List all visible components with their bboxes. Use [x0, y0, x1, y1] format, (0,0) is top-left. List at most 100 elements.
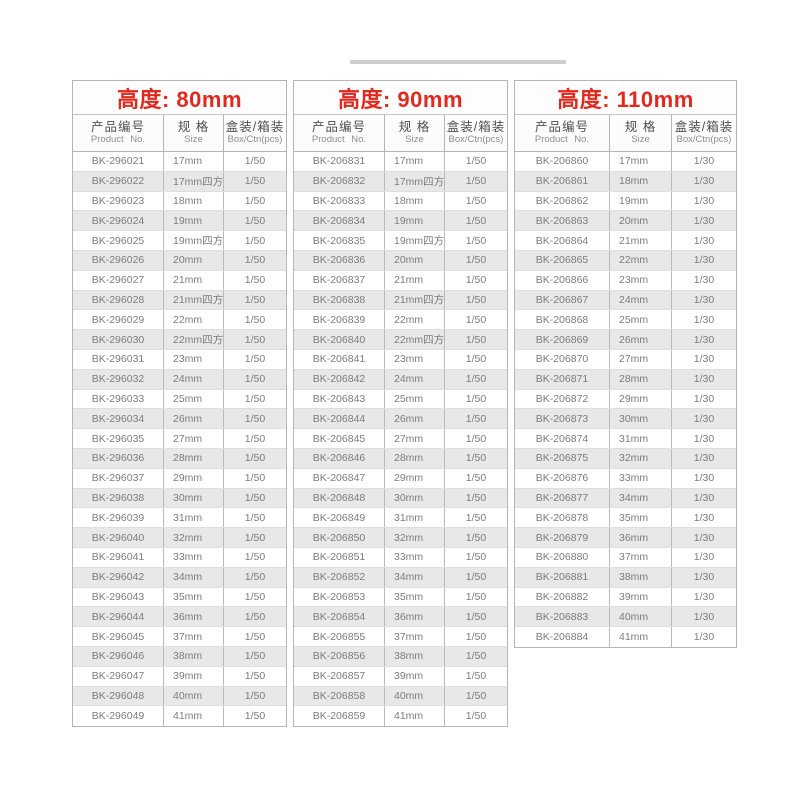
table-body-80mm: BK-296021 17mm 1/50 BK-296022 17mm四方 1/50 BK-2…	[73, 152, 286, 727]
table-row: BK-206857 39mm 1/50	[294, 666, 507, 687]
table-row: BK-206841 23mm 1/50	[294, 349, 507, 370]
table-row: BK-296021 17mm 1/50	[73, 152, 286, 172]
box-ctn-cell: 1/50	[223, 270, 286, 290]
product-no-cell: BK-296025	[91, 234, 145, 247]
size-cell: 25mm	[609, 310, 671, 330]
box-ctn-cell: 1/30	[671, 290, 736, 310]
product-no-cell: BK-206847	[312, 472, 366, 485]
size-cell: 21mm	[384, 270, 444, 290]
spec-tables-container: 高度: 80mm 产品编号 Product No. 规 格 Size 盒装/箱装…	[72, 80, 737, 728]
table-row: BK-296028 21mm四方 1/50	[73, 290, 286, 311]
box-ctn-cell: 1/30	[671, 152, 736, 171]
box-ctn-cell: 1/50	[223, 290, 286, 310]
box-ctn-cell: 1/50	[223, 231, 286, 250]
product-no-cell: BK-296047	[91, 670, 145, 683]
table-title-110mm: 高度: 110mm	[515, 81, 736, 115]
size-cell: 26mm	[163, 409, 223, 429]
size-cell: 39mm	[384, 666, 444, 686]
table-row: BK-206869 26mm 1/30	[515, 330, 736, 350]
table-row: BK-206831 17mm 1/50	[294, 152, 507, 172]
box-ctn-cell: 1/30	[671, 171, 736, 191]
size-cell: 37mm	[609, 547, 671, 567]
box-ctn-cell: 1/50	[444, 686, 507, 706]
box-ctn-cell: 1/50	[223, 211, 286, 231]
product-no-cell: BK-206843	[312, 392, 366, 405]
product-no-cell: BK-296035	[91, 432, 145, 445]
box-ctn-cell: 1/50	[444, 389, 507, 409]
table-row: BK-206871 28mm 1/30	[515, 369, 736, 390]
size-cell: 24mm	[163, 369, 223, 389]
box-ctn-cell: 1/50	[444, 369, 507, 389]
box-ctn-cell: 1/50	[444, 547, 507, 567]
table-row: BK-206836 20mm 1/50	[294, 250, 507, 271]
box-ctn-cell: 1/50	[223, 528, 286, 547]
table-row: BK-206854 36mm 1/50	[294, 607, 507, 628]
box-ctn-cell: 1/50	[223, 508, 286, 528]
table-row: BK-206851 33mm 1/50	[294, 547, 507, 568]
product-no-cell: BK-206878	[535, 511, 589, 524]
table-row: BK-296030 22mm四方 1/50	[73, 330, 286, 350]
product-no-cell: BK-296027	[91, 274, 145, 287]
box-ctn-cell: 1/50	[444, 330, 507, 349]
table-row: BK-206866 23mm 1/30	[515, 270, 736, 291]
box-ctn-cell: 1/50	[223, 429, 286, 448]
box-ctn-cell: 1/50	[223, 310, 286, 330]
product-no-cell: BK-296029	[91, 313, 145, 326]
table-row: BK-206849 31mm 1/50	[294, 508, 507, 529]
product-no-cell: BK-206884	[535, 631, 589, 644]
table-row: BK-206883 40mm 1/30	[515, 607, 736, 628]
product-no-cell: BK-206867	[535, 293, 589, 306]
product-no-cell: BK-296038	[91, 491, 145, 504]
product-no-cell: BK-206860	[535, 155, 589, 168]
table-row: BK-206867 24mm 1/30	[515, 290, 736, 311]
product-no-cell: BK-296024	[91, 214, 145, 227]
size-cell: 19mm	[384, 211, 444, 231]
box-ctn-cell: 1/50	[223, 706, 286, 727]
product-no-cell: BK-296049	[91, 710, 145, 723]
product-no-cell: BK-206848	[312, 491, 366, 504]
product-no-cell: BK-206834	[312, 214, 366, 227]
size-cell: 30mm	[384, 488, 444, 508]
box-ctn-cell: 1/50	[223, 152, 286, 171]
product-no-cell: BK-206832	[312, 175, 366, 188]
size-cell: 33mm	[609, 468, 671, 488]
table-row: BK-296031 23mm 1/50	[73, 349, 286, 370]
box-ctn-cell: 1/30	[671, 389, 736, 409]
size-cell: 40mm	[384, 686, 444, 706]
table-row: BK-296047 39mm 1/50	[73, 666, 286, 687]
table-row: BK-296036 28mm 1/50	[73, 448, 286, 469]
table-row: BK-296032 24mm 1/50	[73, 369, 286, 390]
size-cell: 35mm	[384, 587, 444, 607]
size-cell: 32mm	[384, 528, 444, 547]
box-ctn-cell: 1/50	[444, 448, 507, 468]
product-no-cell: BK-206871	[535, 373, 589, 386]
product-no-cell: BK-206876	[535, 472, 589, 485]
table-row: BK-206833 18mm 1/50	[294, 191, 507, 212]
size-cell: 17mm四方	[163, 171, 223, 191]
header-size: 规 格 Size	[609, 115, 671, 151]
product-no-cell: BK-206854	[312, 610, 366, 623]
box-ctn-cell: 1/50	[444, 528, 507, 547]
product-no-cell: BK-296034	[91, 412, 145, 425]
size-cell: 23mm	[163, 349, 223, 369]
table-row: BK-206834 19mm 1/50	[294, 211, 507, 232]
table-row: BK-206864 21mm 1/30	[515, 231, 736, 251]
header-size: 规 格 Size	[163, 115, 223, 151]
size-cell: 22mm	[384, 310, 444, 330]
product-no-cell: BK-296044	[91, 610, 145, 623]
box-ctn-cell: 1/30	[671, 330, 736, 349]
header-product-no: 产品编号 Product No.	[294, 115, 384, 151]
product-no-cell: BK-206846	[312, 452, 366, 465]
box-ctn-cell: 1/30	[671, 409, 736, 429]
size-cell: 22mm	[163, 310, 223, 330]
size-cell: 19mm	[609, 191, 671, 211]
header-product-no-en: Product No.	[90, 134, 146, 145]
product-no-cell: BK-206852	[312, 571, 366, 584]
product-no-cell: BK-296037	[91, 472, 145, 485]
size-cell: 31mm	[609, 429, 671, 448]
table-row: BK-206879 36mm 1/30	[515, 528, 736, 548]
header-product-no-zh: 产品编号	[90, 120, 145, 134]
size-cell: 30mm	[163, 488, 223, 508]
product-no-cell: BK-296043	[91, 590, 145, 603]
box-ctn-cell: 1/50	[444, 211, 507, 231]
